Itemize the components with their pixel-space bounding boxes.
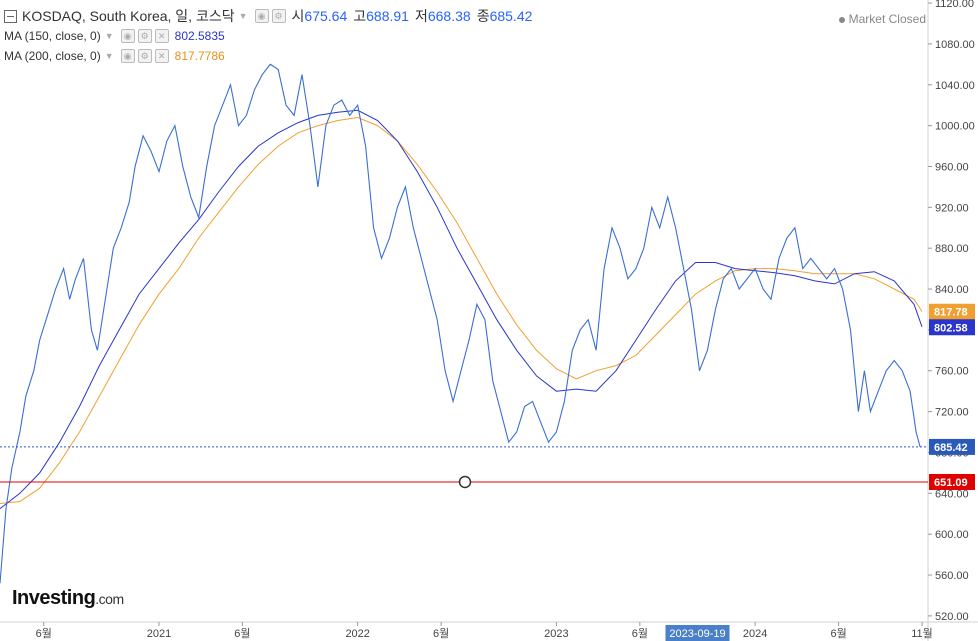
ma200-row: MA (200, close, 0) ▼ ◉ ⚙ ✕ 817.7786	[4, 46, 532, 66]
ma200-tag-box	[929, 303, 975, 320]
gear-icon[interactable]: ⚙	[271, 9, 286, 23]
logo-suffix: .com	[95, 591, 124, 607]
x-tick-label: 2024	[743, 628, 767, 640]
gear-icon[interactable]: ⚙	[137, 49, 152, 63]
symbol-row: KOSDAQ, South Korea, 일, 코스닥 ▼ ◉ ⚙ 시 675.6…	[4, 6, 532, 26]
eye-icon[interactable]: ◉	[120, 29, 135, 43]
ma150-value: 802.5835	[174, 29, 225, 43]
support-tag-label: 651.09	[934, 477, 968, 489]
y-tick-label: 560.00	[935, 570, 969, 582]
ma150-line	[0, 109, 923, 509]
open-label: 시	[291, 8, 305, 24]
high-value: 688.91	[366, 8, 409, 24]
low-value: 668.38	[427, 8, 471, 24]
y-tick-label: 600.00	[935, 529, 969, 541]
last-price-tag-box	[929, 438, 975, 455]
y-tick-label: 640.00	[935, 488, 969, 500]
y-tick-label: 760.00	[935, 366, 969, 378]
y-tick-label: 1120.00	[935, 0, 974, 10]
low-label: 저	[414, 8, 428, 24]
y-tick-label: 1080.00	[935, 39, 975, 51]
investing-logo: Investing.com	[12, 587, 124, 610]
market-status-text: Market Closed	[848, 12, 926, 26]
support-line-handle	[458, 475, 472, 489]
last-price-tag-label: 685.42	[934, 442, 968, 454]
close-value: 685.42	[489, 8, 533, 24]
y-tick-label: 920.00	[935, 202, 969, 214]
ma200-label: MA (200, close, 0)	[4, 49, 101, 63]
crosshair-date-box	[665, 625, 730, 641]
ma200-tag-label: 817.78	[934, 307, 968, 319]
close-icon[interactable]: ✕	[154, 29, 169, 43]
x-tick-label: 6월	[36, 627, 52, 640]
ma150-tag-box	[929, 319, 975, 336]
close-label: 종	[476, 8, 490, 24]
chevron-down-icon[interactable]: ▼	[104, 31, 114, 41]
x-tick-label: 6월	[632, 627, 648, 640]
crosshair-date-label: 2023-09-19	[669, 628, 725, 640]
price-line	[0, 63, 921, 584]
x-tick-label: 2023	[544, 628, 568, 640]
open-value: 675.64	[304, 8, 348, 24]
ma150-label: MA (150, close, 0)	[4, 29, 101, 43]
ma150-row: MA (150, close, 0) ▼ ◉ ⚙ ✕ 802.5835	[4, 26, 532, 46]
market-status: Market Closed	[838, 12, 926, 26]
y-tick-label: 1000.00	[935, 121, 975, 133]
y-tick-label: 520.00	[935, 611, 969, 623]
chevron-down-icon[interactable]: ▼	[238, 11, 248, 21]
chart-legend: KOSDAQ, South Korea, 일, 코스닥 ▼ ◉ ⚙ 시 675.6…	[4, 6, 532, 66]
collapse-icon[interactable]	[4, 9, 17, 23]
x-tick-label: 6월	[830, 627, 846, 640]
gear-icon[interactable]: ⚙	[137, 29, 152, 43]
close-icon[interactable]: ✕	[154, 49, 169, 63]
ma150-tag-label: 802.58	[934, 322, 968, 334]
x-tick-label: 11월	[911, 627, 933, 640]
x-tick-label: 2021	[147, 628, 171, 640]
logo-main: Investing	[12, 587, 96, 609]
symbol-title: KOSDAQ, South Korea, 일, 코스닥	[22, 8, 235, 24]
y-tick-label: 1040.00	[935, 80, 975, 92]
x-tick-label: 6월	[234, 627, 250, 640]
x-tick-label: 2022	[345, 628, 369, 640]
chevron-down-icon[interactable]: ▼	[104, 51, 114, 61]
support-tag-box	[929, 473, 975, 490]
ma200-value: 817.7786	[174, 49, 225, 63]
y-tick-label: 960.00	[935, 161, 969, 173]
eye-icon[interactable]: ◉	[254, 9, 269, 23]
status-dot-icon	[838, 16, 845, 23]
x-tick-label: 6월	[433, 627, 449, 640]
high-label: 고	[353, 8, 367, 24]
y-tick-label: 880.00	[935, 243, 969, 255]
y-tick-label: 720.00	[935, 407, 969, 419]
ma200-line	[0, 116, 923, 504]
y-tick-label: 840.00	[935, 284, 969, 296]
eye-icon[interactable]: ◉	[120, 49, 135, 63]
